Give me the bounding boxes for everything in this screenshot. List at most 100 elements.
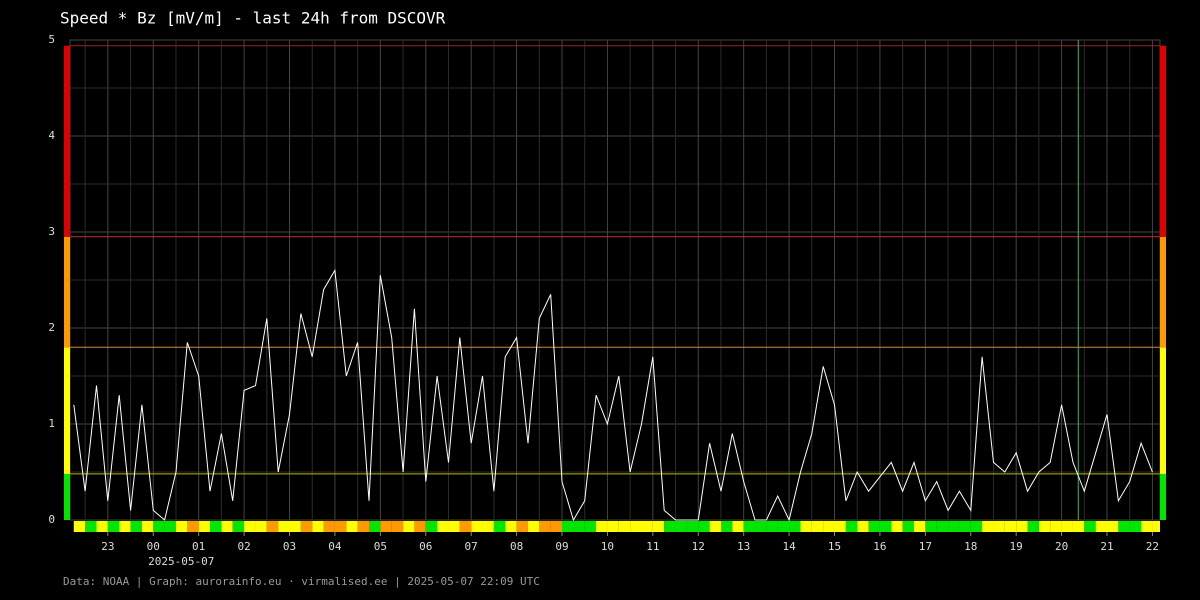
activity-strip: [357, 521, 369, 532]
activity-strip: [913, 521, 926, 532]
activity-strip: [505, 521, 517, 532]
activity-strip: [823, 521, 835, 532]
footer: Data: NOAA | Graph: aurorainfo.eu · virm…: [63, 575, 540, 588]
activity-strip: [686, 521, 699, 532]
x-tick-label: 15: [828, 540, 841, 553]
activity-strip: [198, 521, 211, 532]
x-tick-label: 02: [237, 540, 250, 553]
activity-strip: [1107, 521, 1119, 532]
activity-strip: [96, 521, 108, 532]
activity-strip: [448, 521, 460, 532]
x-tick-label: 21: [1100, 540, 1113, 553]
activity-strip: [811, 521, 824, 532]
activity-strip: [1118, 521, 1130, 532]
activity-strip: [1004, 521, 1017, 532]
activity-strip: [175, 521, 188, 532]
activity-strip: [982, 521, 994, 532]
activity-strip: [562, 521, 574, 532]
activity-strip: [368, 521, 381, 532]
activity-strip: [1129, 521, 1142, 532]
activity-strip: [993, 521, 1005, 532]
activity-strip: [845, 521, 858, 532]
activity-strip: [380, 521, 392, 532]
level-bar-left: [64, 45, 70, 237]
activity-strip: [141, 521, 154, 532]
activity-strip: [164, 521, 176, 532]
activity-strip: [902, 521, 914, 532]
activity-strip: [425, 521, 438, 532]
activity-strip: [720, 521, 733, 532]
activity-strip: [868, 521, 880, 532]
activity-strip: [879, 521, 892, 532]
activity-strip: [278, 521, 290, 532]
activity-strip: [459, 521, 472, 532]
activity-strip: [130, 521, 142, 532]
x-tick-label: 23: [101, 540, 114, 553]
activity-strip: [266, 521, 279, 532]
activity-strip: [834, 521, 846, 532]
data-line: [73, 268, 1153, 522]
activity-strip: [891, 521, 903, 532]
activity-strip: [210, 521, 222, 532]
y-tick-label: 3: [48, 225, 55, 238]
activity-strip: [300, 521, 313, 532]
activity-strip: [789, 521, 801, 532]
activity-strip: [391, 521, 404, 532]
activity-strip: [255, 521, 267, 532]
x-tick-label: 18: [964, 540, 977, 553]
activity-strip: [1038, 521, 1051, 532]
activity-strip: [1152, 521, 1160, 532]
activity-strip: [471, 521, 483, 532]
x-tick-label: 07: [465, 540, 478, 553]
activity-strip: [539, 521, 551, 532]
activity-strip: [334, 521, 347, 532]
activity-strip: [925, 521, 937, 532]
activity-strip: [584, 521, 597, 532]
x-tick-label: 19: [1010, 540, 1023, 553]
activity-strip: [630, 521, 642, 532]
activity-strip: [743, 521, 756, 532]
x-tick-label: 16: [873, 540, 886, 553]
x-tick-label: 06: [419, 540, 432, 553]
activity-strip: [244, 521, 256, 532]
activity-strip: [948, 521, 960, 532]
x-tick-label: 04: [328, 540, 342, 553]
x-tick-label: 01: [192, 540, 205, 553]
level-bar-right: [1160, 347, 1166, 474]
activity-strip: [73, 521, 86, 532]
activity-strip: [936, 521, 949, 532]
activity-strip: [550, 521, 563, 532]
activity-strip: [777, 521, 790, 532]
activity-strip: [732, 521, 744, 532]
activity-strip: [1141, 521, 1153, 532]
chart-title: Speed * Bz [mV/m] - last 24h from DSCOVR: [60, 9, 446, 28]
level-bar-right: [1160, 236, 1166, 348]
activity-strip: [675, 521, 687, 532]
activity-strip: [709, 521, 721, 532]
activity-strip: [766, 521, 778, 532]
activity-strip: [1016, 521, 1028, 532]
activity-strip: [232, 521, 245, 532]
x-tick-label: 10: [601, 540, 614, 553]
activity-strip: [119, 521, 131, 532]
activity-strip: [800, 521, 812, 532]
activity-strip: [652, 521, 665, 532]
activity-strip: [312, 521, 324, 532]
activity-strip: [573, 521, 585, 532]
activity-strip: [221, 521, 233, 532]
activity-strip: [493, 521, 506, 532]
activity-strip: [618, 521, 631, 532]
activity-strip: [755, 521, 767, 532]
level-bar-right: [1160, 45, 1166, 237]
activity-strip: [85, 521, 97, 532]
date-label: 2025-05-07: [148, 555, 214, 568]
activity-strip: [414, 521, 426, 532]
activity-strip: [289, 521, 301, 532]
activity-strip: [516, 521, 528, 532]
x-tick-label: 20: [1055, 540, 1068, 553]
activity-strip: [323, 521, 335, 532]
x-tick-label: 12: [692, 540, 705, 553]
